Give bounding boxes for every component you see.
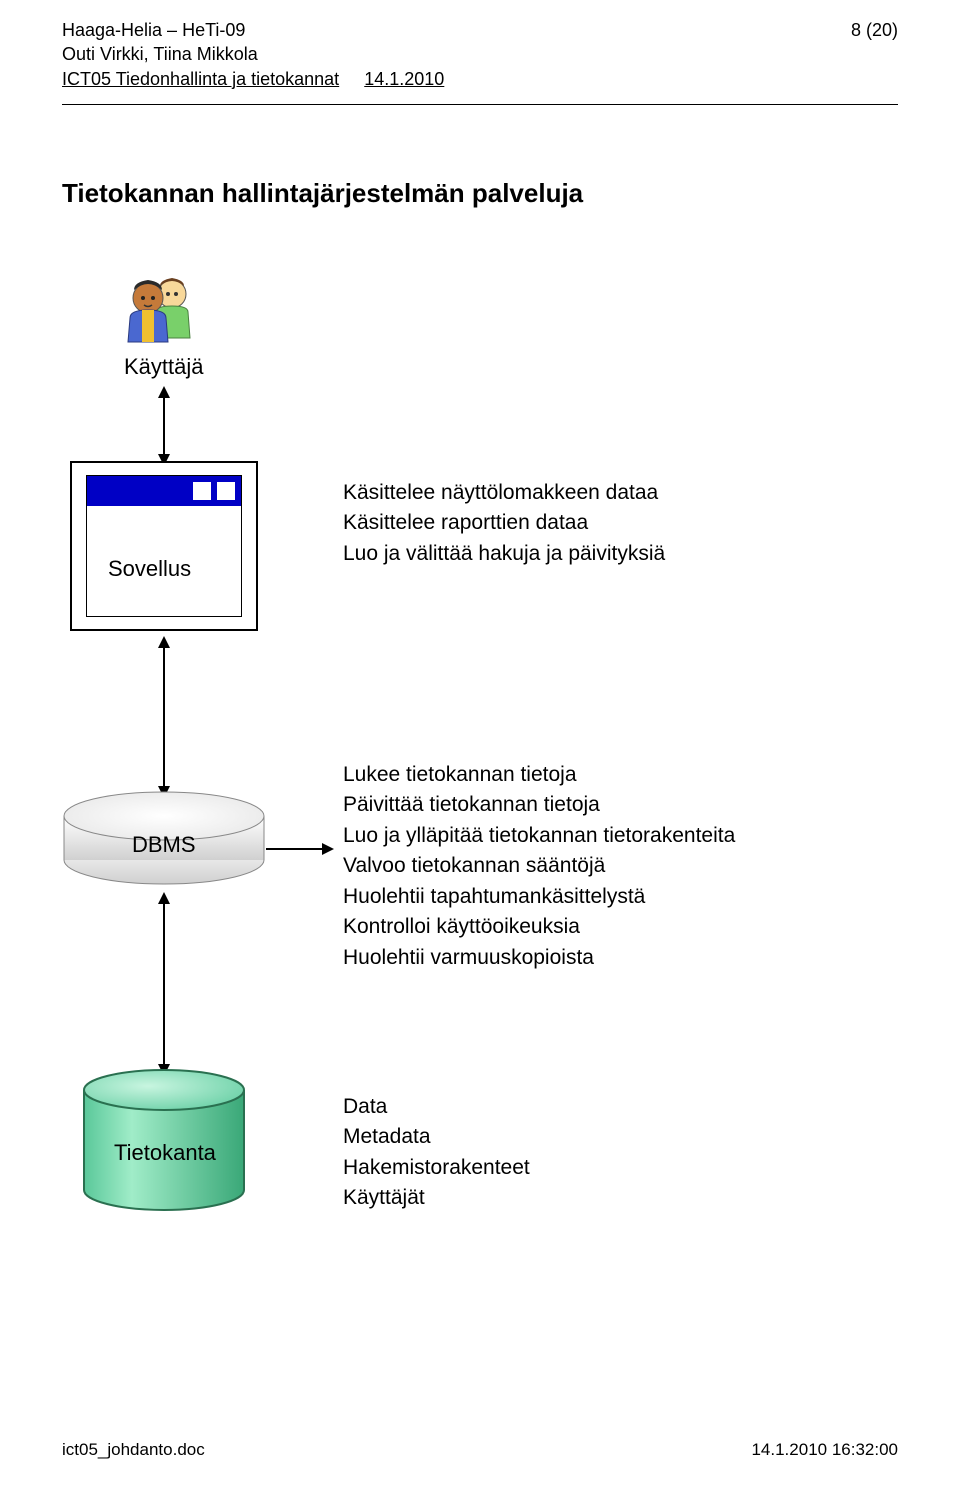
database-description: Data Metadata Hakemistorakenteet Käyttäj… xyxy=(343,1092,530,1214)
dbms-line-0: Lukee tietokannan tietoja xyxy=(343,760,735,790)
db-line-1: Metadata xyxy=(343,1122,530,1152)
db-line-2: Hakemistorakenteet xyxy=(343,1153,530,1183)
dbms-line-2: Luo ja ylläpitää tietokannan tietorakent… xyxy=(343,821,735,851)
app-description: Käsittelee näyttölomakkeen dataa Käsitte… xyxy=(343,478,665,569)
app-min-btn xyxy=(193,482,211,500)
database-label: Tietokanta xyxy=(114,1140,216,1166)
header-divider xyxy=(62,104,898,105)
app-window-inner xyxy=(86,475,242,617)
dbms-line-3: Valvoo tietokannan sääntöjä xyxy=(343,851,735,881)
arrow-head-up-2 xyxy=(158,636,170,648)
header-authors: Outi Virkki, Tiina Mikkola xyxy=(62,42,444,66)
app-line-1: Käsittelee raporttien dataa xyxy=(343,508,665,538)
user-icon xyxy=(122,272,200,344)
header-left: Haaga-Helia – HeTi-09 Outi Virkki, Tiina… xyxy=(62,18,444,91)
db-line-3: Käyttäjät xyxy=(343,1183,530,1213)
app-close-btn xyxy=(217,482,235,500)
dbms-line-1: Päivittää tietokannan tietoja xyxy=(343,790,735,820)
user-label: Käyttäjä xyxy=(124,354,204,380)
arrow-app-dbms xyxy=(163,644,165,790)
app-titlebar xyxy=(87,476,241,506)
header-page: 8 (20) xyxy=(851,18,898,42)
page-title: Tietokannan hallintajärjestelmän palvelu… xyxy=(62,178,583,209)
footer-filename: ict05_johdanto.doc xyxy=(62,1440,205,1460)
arrow-head-up-1 xyxy=(158,386,170,398)
dbms-description: Lukee tietokannan tietoja Päivittää tiet… xyxy=(343,760,735,973)
app-line-2: Luo ja välittää hakuja ja päivityksiä xyxy=(343,539,665,569)
page-header: Haaga-Helia – HeTi-09 Outi Virkki, Tiina… xyxy=(62,18,898,91)
dbms-line-6: Huolehtii varmuuskopioista xyxy=(343,943,735,973)
app-line-0: Käsittelee näyttölomakkeen dataa xyxy=(343,478,665,508)
footer-timestamp: 14.1.2010 16:32:00 xyxy=(751,1440,898,1460)
arrow-head-up-3 xyxy=(158,892,170,904)
header-date: 14.1.2010 xyxy=(364,69,444,89)
arrow-user-app xyxy=(163,393,165,459)
header-course: ICT05 Tiedonhallinta ja tietokannat xyxy=(62,69,339,89)
app-window xyxy=(70,461,258,631)
app-label: Sovellus xyxy=(108,556,191,582)
page-footer: ict05_johdanto.doc 14.1.2010 16:32:00 xyxy=(62,1440,898,1460)
dbms-line-5: Kontrolloi käyttöoikeuksia xyxy=(343,912,735,942)
arrow-head-right-dbms xyxy=(322,843,334,855)
dbms-line-4: Huolehtii tapahtumankäsittelystä xyxy=(343,882,735,912)
arrow-dbms-db xyxy=(163,900,165,1068)
db-line-0: Data xyxy=(343,1092,530,1122)
dbms-connector xyxy=(266,848,326,850)
header-org: Haaga-Helia – HeTi-09 xyxy=(62,18,444,42)
dbms-label: DBMS xyxy=(132,832,196,858)
header-course-line: ICT05 Tiedonhallinta ja tietokannat 14.1… xyxy=(62,67,444,91)
